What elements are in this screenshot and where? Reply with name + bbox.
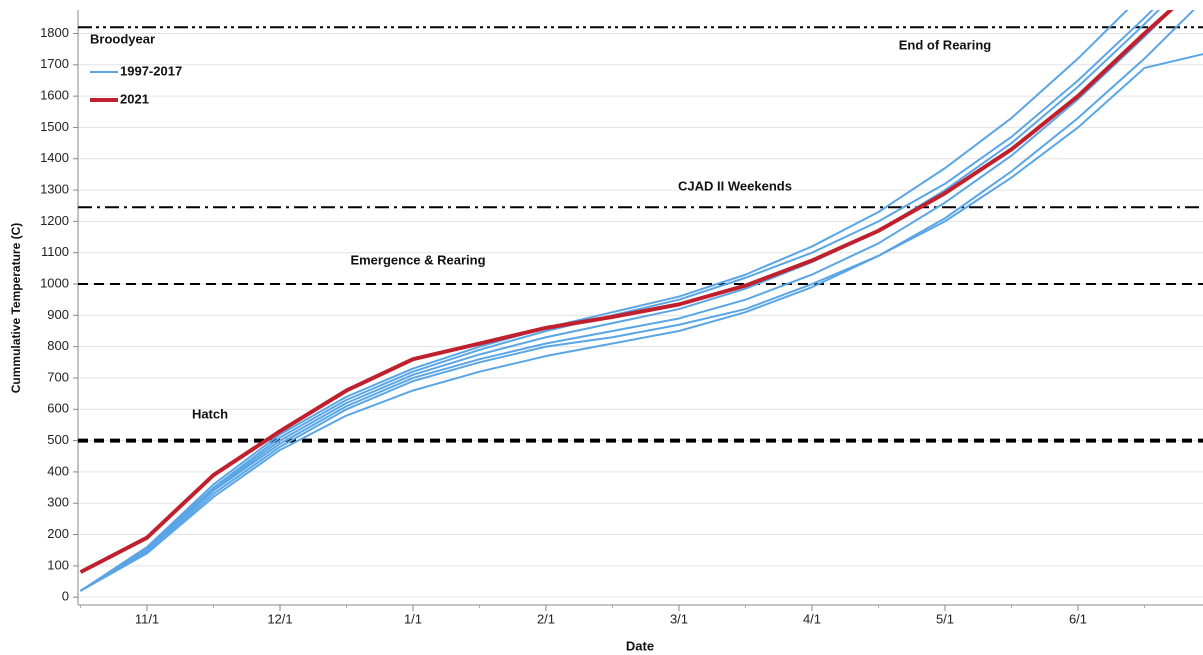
series-line [80,10,1196,592]
y-tick-label: 1200 [40,213,69,228]
y-tick-label: 200 [47,526,69,541]
y-tick-label: 1400 [40,150,69,165]
y-tick-label: 300 [47,495,69,510]
series-line [79,10,1161,592]
y-tick-label: 100 [47,557,69,572]
y-tick-label: 800 [47,338,69,353]
x-tick-label: 12/1 [267,611,292,626]
series-line [79,10,1129,592]
x-tick-label: 2/1 [537,611,555,626]
x-tick-label: 4/1 [803,611,821,626]
y-tick-label: 400 [47,463,69,478]
x-tick-label: 11/1 [135,611,159,626]
legend-label: 1997-2017 [120,63,182,78]
y-tick-label: 900 [47,307,69,322]
plot-area [79,10,1203,592]
y-tick-label: 1500 [40,119,69,134]
legend-title: Broodyear [90,31,155,46]
x-tick-label: 6/1 [1069,611,1087,626]
reference-label: CJAD II Weekends [678,178,792,193]
y-tick-label: 500 [47,432,69,447]
reference-label: End of Rearing [899,37,992,52]
series-line [79,10,1174,574]
y-tick-label: 1300 [40,182,69,197]
x-tick-label: 1/1 [404,611,422,626]
series-line [79,10,1154,592]
legend-label: 2021 [120,91,149,106]
y-tick-label: 1100 [41,244,69,259]
y-tick-label: 1800 [40,25,69,40]
y-axis-title: Cummulative Temperature (C) [9,223,23,393]
y-tick-label: 1600 [40,88,69,103]
y-tick-label: 600 [47,401,69,416]
reference-label: Hatch [192,406,228,421]
y-tick-label: 1000 [40,275,69,290]
y-tick-label: 0 [62,589,69,604]
series-line [79,10,1173,592]
reference-label: Emergence & Rearing [350,252,485,267]
x-tick-label: 5/1 [936,611,954,626]
series-line [79,53,1203,592]
y-tick-label: 1700 [40,56,69,71]
x-tick-label: 3/1 [670,611,688,626]
y-tick-label: 700 [47,369,69,384]
x-axis-title: Date [626,638,654,653]
